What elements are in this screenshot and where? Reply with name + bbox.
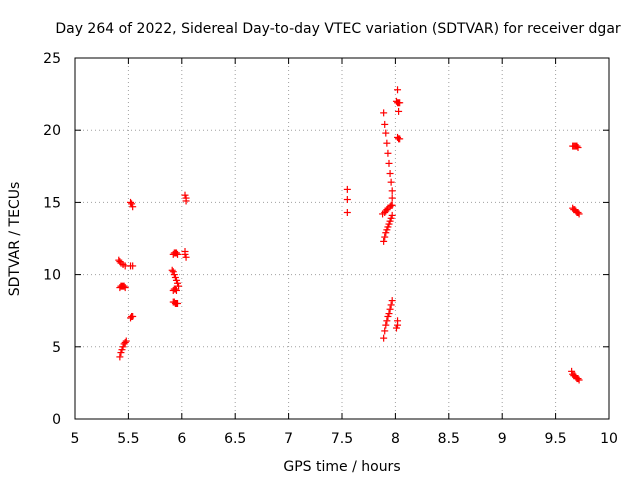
- x-tick-label: 8: [391, 431, 400, 447]
- data-point: [575, 210, 583, 218]
- data-point: [343, 209, 351, 217]
- data-point: [381, 120, 389, 128]
- data-point: [121, 284, 129, 292]
- data-point: [120, 282, 128, 290]
- data-point: [388, 194, 396, 202]
- x-tick-label: 9: [498, 431, 507, 447]
- x-axis-label: GPS time / hours: [283, 459, 400, 475]
- data-point: [396, 135, 404, 143]
- data-point: [388, 187, 396, 195]
- data-point: [380, 109, 388, 117]
- data-point: [394, 317, 402, 325]
- data-point: [380, 237, 388, 245]
- data-point: [343, 196, 351, 204]
- data-point: [343, 185, 351, 193]
- data-point: [395, 107, 403, 115]
- data-points: [115, 86, 583, 384]
- data-point: [380, 334, 388, 342]
- data-point: [116, 353, 124, 361]
- y-tick-label: 20: [43, 123, 61, 139]
- y-tick-label: 25: [43, 51, 61, 67]
- data-point: [172, 286, 180, 294]
- x-tick-label: 9.5: [544, 431, 566, 447]
- x-tick-label: 10: [600, 431, 618, 447]
- x-tick-label: 5.5: [117, 431, 139, 447]
- data-point: [172, 249, 180, 257]
- data-point: [396, 99, 404, 107]
- y-tick-label: 15: [43, 195, 61, 211]
- data-point: [394, 86, 402, 94]
- data-point: [182, 253, 190, 261]
- data-point: [388, 211, 396, 219]
- data-point: [388, 201, 396, 209]
- data-point: [121, 338, 129, 346]
- y-tick-label: 0: [52, 412, 61, 428]
- x-tick-label: 7: [284, 431, 293, 447]
- data-point: [174, 250, 182, 258]
- data-point: [574, 209, 582, 217]
- data-point: [574, 375, 582, 383]
- data-point: [384, 149, 392, 157]
- data-point: [381, 327, 389, 335]
- data-point: [174, 299, 182, 307]
- data-point: [386, 305, 394, 313]
- data-point: [127, 198, 135, 206]
- grid-lines: [75, 58, 609, 419]
- data-point: [168, 266, 176, 274]
- data-point: [575, 376, 583, 384]
- chart-title: Day 264 of 2022, Sidereal Day-to-day VTE…: [55, 21, 621, 37]
- data-point: [385, 159, 393, 167]
- data-point: [122, 337, 130, 345]
- data-point: [386, 170, 394, 178]
- data-point: [387, 301, 395, 309]
- data-point: [574, 144, 582, 152]
- data-point: [383, 317, 391, 325]
- data-point: [171, 285, 179, 293]
- data-point: [129, 312, 137, 320]
- data-point: [129, 262, 137, 270]
- data-point: [129, 203, 137, 211]
- data-point: [381, 233, 389, 241]
- y-tick-label: 10: [43, 268, 61, 284]
- x-tick-label: 6: [177, 431, 186, 447]
- data-point: [573, 142, 581, 150]
- data-point: [385, 310, 393, 318]
- y-axis-label: SDTVAR / TECUs: [7, 182, 23, 297]
- data-point: [382, 321, 390, 329]
- data-point: [382, 129, 390, 137]
- data-point: [383, 139, 391, 147]
- x-tick-label: 5: [71, 431, 80, 447]
- x-tick-label: 8.5: [438, 431, 460, 447]
- data-point: [387, 178, 395, 186]
- x-tick-label: 7.5: [331, 431, 353, 447]
- data-point: [182, 197, 190, 205]
- x-tick-label: 6.5: [224, 431, 246, 447]
- data-point: [388, 297, 396, 305]
- y-tick-label: 5: [52, 340, 61, 356]
